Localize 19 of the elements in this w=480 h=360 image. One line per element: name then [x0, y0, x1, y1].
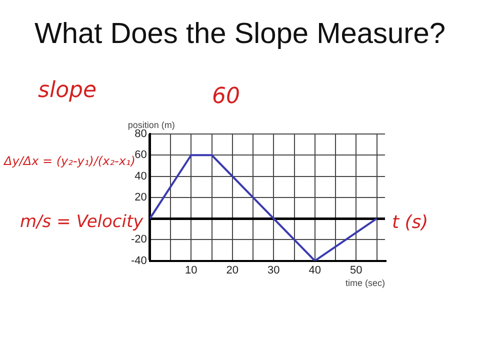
y-tick-label: 80	[134, 128, 147, 140]
chart-title: What Does the Slope Measure?	[33, 18, 447, 51]
x-tick-label: 40	[308, 264, 322, 276]
text: m/s = Velocity	[20, 212, 144, 232]
y-tick-label: -40	[130, 254, 147, 267]
y-tick-label: 40	[134, 170, 147, 182]
x-tick-label: 10	[185, 264, 198, 276]
text: t (s)	[392, 212, 428, 233]
text: 60	[212, 84, 240, 109]
y-tick-label: -20	[130, 234, 147, 246]
text: slope	[38, 78, 97, 103]
x-tick-label: 50	[350, 264, 362, 276]
x-tick-label: 30	[268, 264, 280, 276]
x-axis-title: time (sec)	[345, 278, 385, 288]
y-axis-title: position (m)	[128, 120, 175, 130]
text: Δy/Δx = (y₂-y₁)/(x₂-x₁)	[4, 154, 136, 168]
y-tick-label: 20	[134, 191, 147, 204]
y-tick-label: 60	[134, 149, 147, 162]
x-tick-label: 20	[226, 264, 239, 276]
